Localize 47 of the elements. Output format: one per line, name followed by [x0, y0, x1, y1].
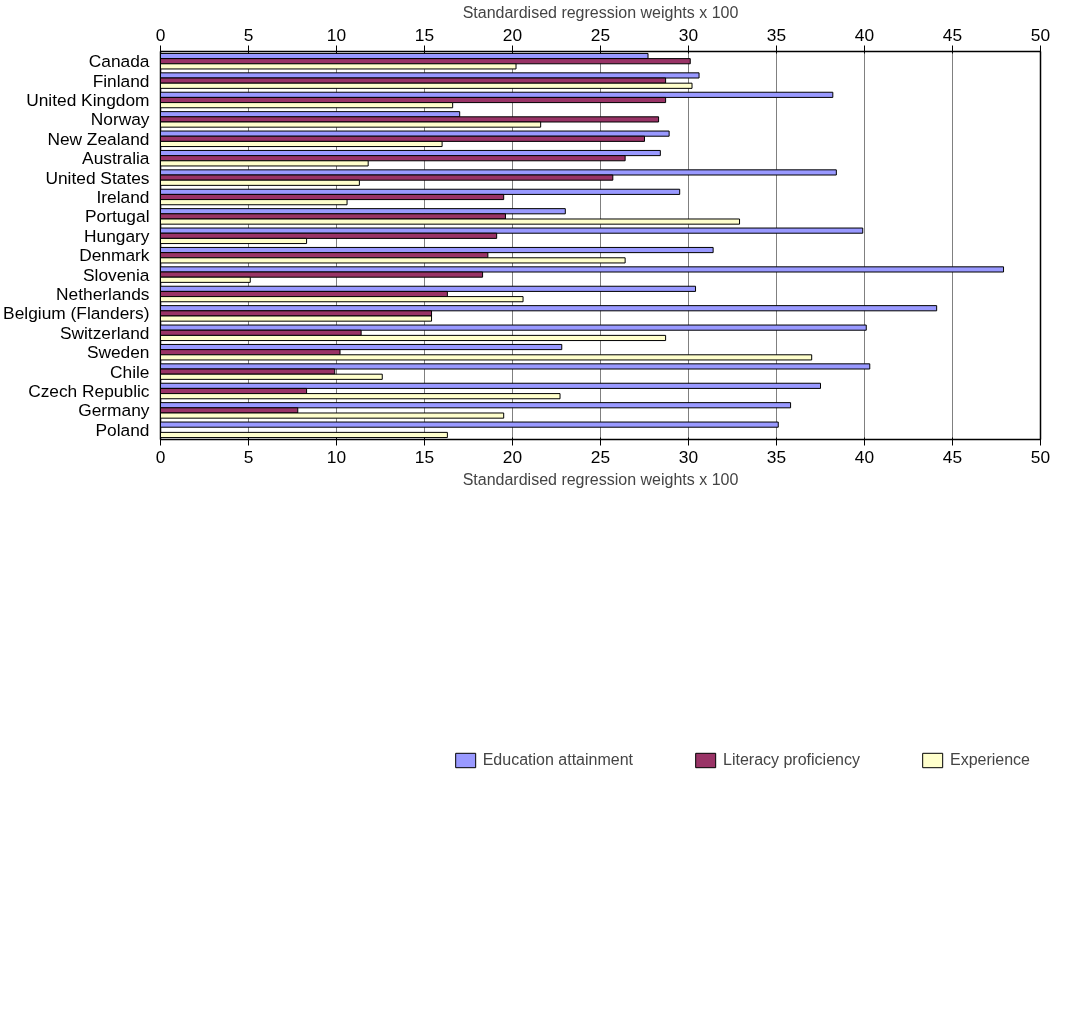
x2-tick-label: 10 — [326, 446, 347, 467]
legend-label: Experience — [949, 751, 1030, 769]
x-tick-label: 15 — [414, 24, 435, 45]
x2-tick-label: 0 — [155, 446, 166, 467]
x-tick-label: 40 — [854, 24, 875, 45]
x2-tick-label: 30 — [678, 446, 699, 467]
y-tick-label: Czech Republic — [28, 381, 150, 401]
x-tick-label: 20 — [502, 24, 523, 45]
y-tick-label: Netherlands — [56, 284, 150, 304]
y-tick-label: New Zealand — [47, 128, 150, 149]
x-tick-label: 5 — [243, 24, 254, 45]
y-tick-label: Belgium (Flanders) — [3, 303, 150, 324]
x-tick-label: 10 — [326, 24, 347, 45]
y-tick-label: Canada — [88, 51, 150, 72]
y-tick-label: Slovenia — [83, 264, 150, 285]
y-tick-label: Portugal — [84, 206, 150, 227]
x2-tick-label: 45 — [942, 446, 963, 467]
y-tick-label: Poland — [95, 419, 150, 440]
y-tick-label: Hungary — [84, 225, 150, 246]
x-tick-label: 25 — [590, 24, 611, 45]
y-tick-label: Switzerland — [59, 322, 150, 343]
y-tick-label: Ireland — [96, 187, 150, 207]
x2-tick-label: 35 — [766, 446, 787, 467]
y-tick-label: Australia — [82, 148, 150, 169]
x-tick-label: 50 — [1030, 24, 1051, 45]
x-axis-title: Standardised regression weights x 100 — [462, 470, 739, 488]
x2-axis-title: Standardised regression weights x 100 — [462, 3, 739, 21]
x-tick-label: 35 — [766, 24, 787, 45]
x2-tick-label: 50 — [1030, 446, 1051, 467]
x-tick-label: 0 — [155, 24, 166, 45]
y-tick-label: Denmark — [79, 245, 150, 266]
legend-label: Literacy proficiency — [723, 751, 860, 769]
legend-label: Education attainment — [482, 751, 633, 769]
x2-tick-label: 25 — [590, 446, 611, 467]
y-tick-label: Chile — [110, 361, 150, 382]
y-tick-label: Germany — [78, 400, 150, 421]
y-tick-label: United Kingdom — [26, 90, 150, 110]
y-tick-label: Sweden — [86, 342, 150, 363]
y-tick-label: United States — [45, 167, 150, 188]
x-tick-label: 45 — [942, 24, 963, 45]
x2-tick-label: 40 — [854, 446, 875, 467]
x2-tick-label: 20 — [502, 446, 523, 467]
y-tick-label: Finland — [92, 70, 150, 91]
x2-tick-label: 5 — [243, 446, 254, 467]
y-tick-label: Norway — [90, 109, 150, 130]
x-tick-label: 30 — [678, 24, 699, 45]
x2-tick-label: 15 — [414, 446, 435, 467]
